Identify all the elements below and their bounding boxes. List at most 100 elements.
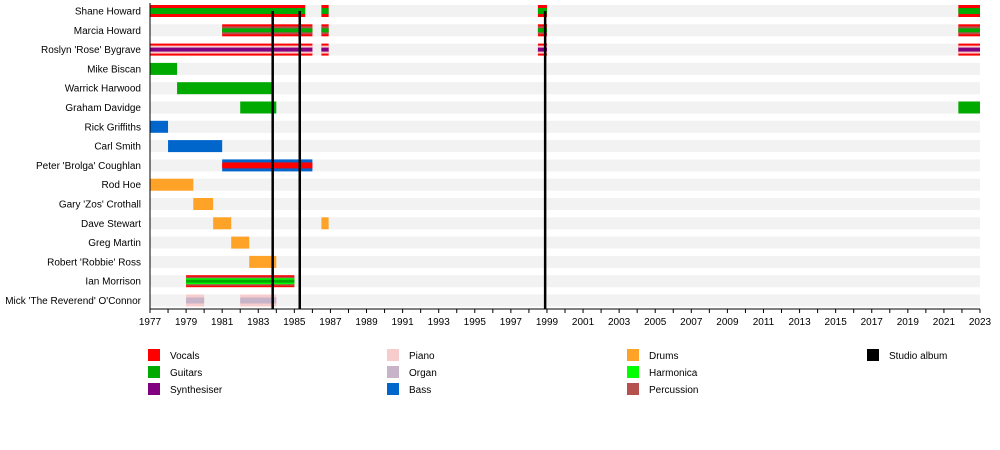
member-name: Roslyn 'Rose' Bygrave xyxy=(41,45,141,56)
row-background xyxy=(150,43,980,56)
member-bar-organ xyxy=(240,297,277,304)
member-bar-synthesiser xyxy=(537,47,547,52)
member-name: Marcia Howard xyxy=(74,26,141,37)
x-tick-label: 1979 xyxy=(175,317,198,328)
legend-label: Piano xyxy=(409,351,435,362)
member-bar-guitars xyxy=(537,28,547,33)
x-tick-label: 2019 xyxy=(897,317,920,328)
row-background xyxy=(150,236,980,249)
row-background xyxy=(150,62,980,75)
row-background xyxy=(150,255,980,268)
legend-label: Drums xyxy=(649,351,678,362)
row-background xyxy=(150,198,980,210)
row-background xyxy=(150,140,980,153)
legend-swatch-synthesiser xyxy=(148,383,160,395)
x-tick-label: 1981 xyxy=(211,317,234,328)
member-bar xyxy=(150,178,194,191)
member-bar-organ xyxy=(186,297,205,304)
member-bar xyxy=(231,236,250,249)
x-tick-label: 1977 xyxy=(139,317,162,328)
x-tick-label: 2023 xyxy=(969,317,992,328)
row-background xyxy=(150,101,980,114)
legend-swatch-percussion xyxy=(627,383,639,395)
x-tick-label: 2007 xyxy=(680,317,703,328)
x-tick-label: 2021 xyxy=(933,317,956,328)
row-background xyxy=(150,178,980,191)
legend-swatch-harmonica xyxy=(627,366,639,378)
member-name: Peter 'Brolga' Coughlan xyxy=(36,161,141,172)
x-tick-label: 2005 xyxy=(644,317,667,328)
row-background xyxy=(150,275,980,288)
x-tick-label: 1995 xyxy=(464,317,487,328)
member-name: Gary 'Zos' Crothall xyxy=(59,200,141,211)
legend-label: Harmonica xyxy=(649,368,698,379)
member-bar-guitars xyxy=(958,28,980,33)
x-tick-label: 2001 xyxy=(572,317,595,328)
x-tick-label: 1993 xyxy=(428,317,451,328)
member-bar xyxy=(958,101,980,114)
x-tick-label: 1983 xyxy=(247,317,270,328)
member-name: Carl Smith xyxy=(94,142,141,153)
x-tick-label: 1999 xyxy=(536,317,559,328)
row-background xyxy=(150,82,980,95)
member-name: Shane Howard xyxy=(75,7,141,18)
row-background xyxy=(150,159,980,172)
member-name: Robert 'Robbie' Ross xyxy=(47,257,141,268)
legend-label: Percussion xyxy=(649,385,698,396)
member-bar xyxy=(249,255,277,268)
member-bar-guitars xyxy=(321,8,329,14)
member-bar xyxy=(177,82,273,95)
x-tick-label: 1987 xyxy=(319,317,342,328)
legend-swatch-bass xyxy=(387,383,399,395)
member-bar xyxy=(193,198,214,210)
x-tick-label: 2017 xyxy=(861,317,884,328)
x-tick-label: 2015 xyxy=(825,317,848,328)
member-name: Dave Stewart xyxy=(81,219,141,230)
x-tick-label: 1997 xyxy=(500,317,523,328)
member-bar-vocals xyxy=(222,162,313,169)
legend-label: Organ xyxy=(409,368,437,379)
member-bar xyxy=(150,62,178,75)
member-bar-synthesiser xyxy=(321,47,329,52)
member-name: Rod Hoe xyxy=(102,180,142,191)
row-background xyxy=(150,24,980,37)
member-bar-guitars xyxy=(321,28,329,33)
legend-label: Vocals xyxy=(170,351,199,362)
legend-swatch-piano xyxy=(387,349,399,361)
member-name: Warrick Harwood xyxy=(65,84,141,95)
row-background xyxy=(150,5,980,17)
legend-label: Studio album xyxy=(889,351,947,362)
member-name: Ian Morrison xyxy=(85,277,141,288)
member-bar-synthesiser xyxy=(150,47,313,52)
legend-swatch-guitars xyxy=(148,366,160,378)
member-name: Mick 'The Reverend' O'Connor xyxy=(5,296,141,307)
member-bar-guitars xyxy=(537,8,547,14)
legend-swatch-vocals xyxy=(148,349,160,361)
member-name: Greg Martin xyxy=(88,238,141,249)
legend-label: Guitars xyxy=(170,368,202,379)
member-name: Graham Davidge xyxy=(65,103,141,114)
x-tick-label: 2011 xyxy=(753,317,775,328)
legend-label: Bass xyxy=(409,385,431,396)
x-tick-label: 1985 xyxy=(283,317,306,328)
member-bar-guitars xyxy=(958,8,980,14)
legend-label: Synthesiser xyxy=(170,385,223,396)
legend-swatch-organ xyxy=(387,366,399,378)
member-bar xyxy=(168,140,223,153)
x-tick-label: 1989 xyxy=(355,317,378,328)
member-name: Mike Biscan xyxy=(87,64,141,75)
member-bar-guitars xyxy=(186,279,295,283)
member-bar-guitars xyxy=(222,28,313,33)
member-bar-synthesiser xyxy=(958,47,980,52)
legend-swatch-drums xyxy=(627,349,639,361)
row-background xyxy=(150,217,980,230)
member-bar-guitars xyxy=(150,8,306,14)
member-name: Rick Griffiths xyxy=(85,122,142,133)
member-bar xyxy=(213,217,232,230)
x-tick-label: 2009 xyxy=(716,317,739,328)
row-background xyxy=(150,294,980,307)
x-tick-label: 2013 xyxy=(788,317,811,328)
member-bar xyxy=(150,120,169,133)
member-bar xyxy=(240,101,277,114)
